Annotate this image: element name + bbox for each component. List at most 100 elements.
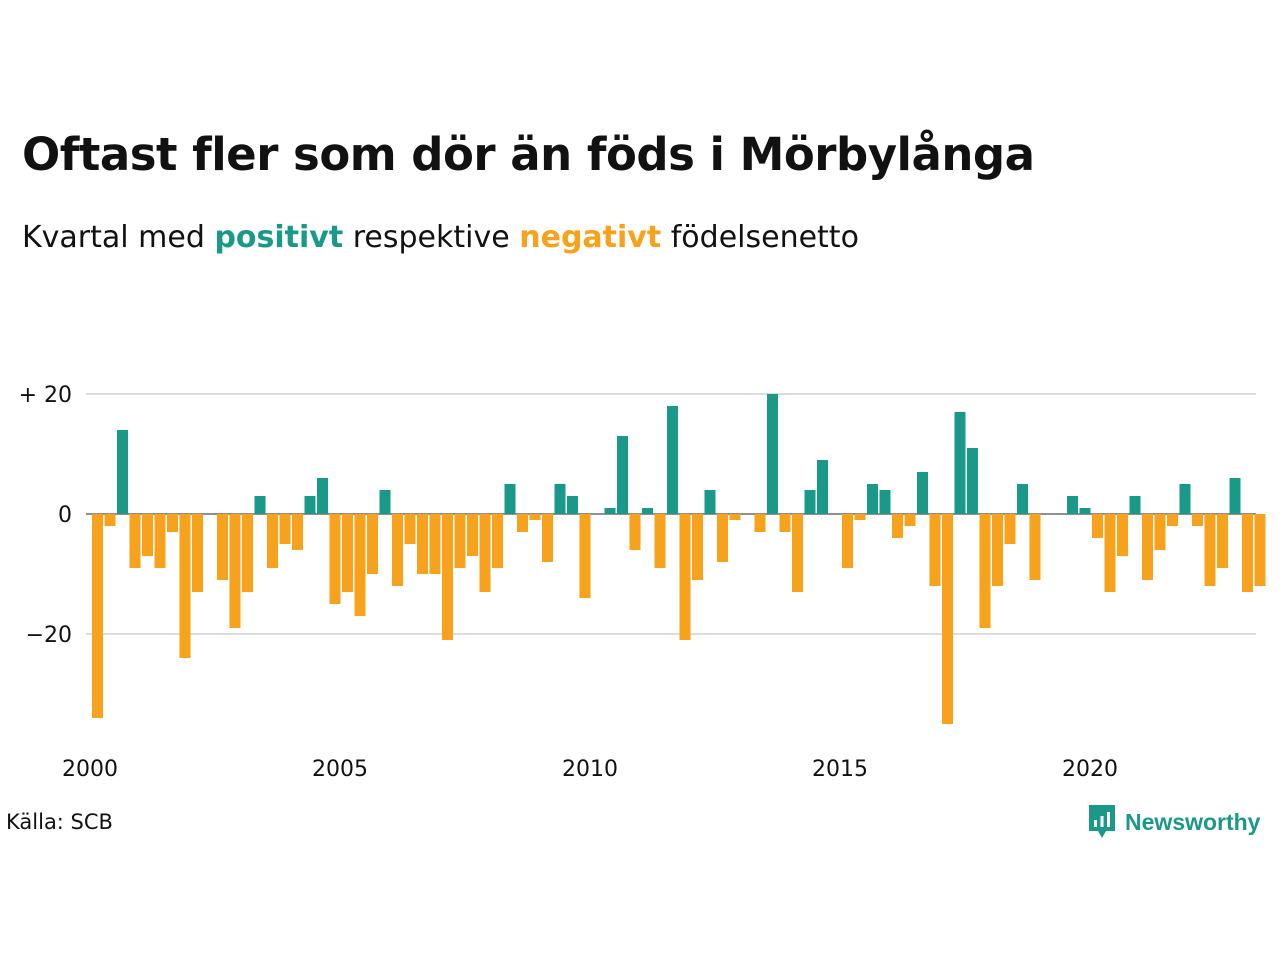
bar-positive	[1067, 496, 1078, 514]
x-axis-labels: 2000 2005 2010 2015 2020	[62, 757, 1118, 782]
bar-negative	[1192, 514, 1203, 526]
bar-negative	[854, 514, 866, 520]
bar-positive	[879, 490, 891, 514]
bar-negative	[979, 514, 991, 628]
bar-positive	[1079, 508, 1091, 514]
newsworthy-logo-icon	[1089, 805, 1115, 838]
bar-positive	[817, 460, 828, 514]
bar-negative	[1204, 514, 1216, 586]
bar-positive	[667, 406, 678, 514]
bar-negative	[367, 514, 378, 574]
bar-chart: + 20 0 −20 2000 2005 2010 2015 2020	[19, 383, 1266, 782]
bar-positive	[1179, 484, 1191, 514]
x-tick-label: 2010	[562, 757, 618, 782]
bar-negative	[679, 514, 691, 640]
bar-negative	[292, 514, 303, 550]
bar-negative	[179, 514, 191, 658]
bar-negative	[329, 514, 341, 604]
bar-positive	[704, 490, 716, 514]
bar-negative	[392, 514, 403, 586]
bar-negative	[267, 514, 278, 568]
bar-negative	[842, 514, 853, 568]
bar-negative	[342, 514, 353, 592]
bar-negative	[492, 514, 503, 568]
bar-negative	[692, 514, 703, 580]
bar-positive	[1017, 484, 1028, 514]
x-tick-label: 2000	[62, 757, 118, 782]
bar-negative	[229, 514, 241, 628]
bar-negative	[1104, 514, 1116, 592]
bar-positive	[1129, 496, 1141, 514]
bar-negative	[1217, 514, 1228, 568]
bar-negative	[929, 514, 941, 586]
bar-negative	[479, 514, 491, 592]
bar-negative	[529, 514, 541, 520]
bars	[92, 394, 1266, 724]
bar-positive	[504, 484, 516, 514]
brand-name: Newsworthy	[1125, 808, 1261, 835]
bar-negative	[542, 514, 553, 562]
bar-negative	[1154, 514, 1166, 550]
bar-negative	[279, 514, 291, 544]
bar-positive	[604, 508, 616, 514]
bar-negative	[654, 514, 666, 568]
newsworthy-logo[interactable]: Newsworthy	[1087, 803, 1260, 841]
bar-positive	[567, 496, 578, 514]
bar-negative	[754, 514, 766, 532]
bar-positive	[642, 508, 653, 514]
subtitle-prefix: Kvartal med	[22, 220, 205, 255]
bar-positive	[554, 484, 566, 514]
bar-negative	[629, 514, 641, 550]
bar-positive	[954, 412, 966, 514]
bar-positive	[117, 430, 128, 514]
bar-positive	[1229, 478, 1241, 514]
y-axis-labels: + 20 0 −20	[19, 383, 72, 648]
bar-positive	[767, 394, 778, 514]
bar-negative	[1254, 514, 1266, 586]
bar-negative	[442, 514, 453, 640]
bar-negative	[992, 514, 1003, 586]
bar-negative	[942, 514, 953, 724]
chart-title: Oftast fler som dör än föds i Mörbylånga	[22, 128, 1035, 181]
bar-positive	[254, 496, 266, 514]
subtitle-negative-word: negativt	[519, 220, 662, 255]
bar-negative	[417, 514, 428, 574]
bar-negative	[142, 514, 153, 556]
bar-negative	[1242, 514, 1253, 592]
bar-negative	[354, 514, 366, 616]
bar-positive	[804, 490, 816, 514]
bar-positive	[304, 496, 316, 514]
x-tick-label: 2015	[812, 757, 868, 782]
bar-negative	[779, 514, 791, 532]
bar-negative	[217, 514, 228, 580]
y-tick-label: −20	[26, 623, 72, 648]
bar-negative	[104, 514, 116, 526]
bar-positive	[317, 478, 328, 514]
bar-negative	[1142, 514, 1153, 580]
bar-negative	[154, 514, 166, 568]
bar-negative	[404, 514, 416, 544]
bar-negative	[429, 514, 441, 574]
bar-positive	[967, 448, 978, 514]
bar-negative	[129, 514, 141, 568]
bar-negative	[242, 514, 253, 592]
y-tick-label: 0	[58, 503, 72, 528]
bar-negative	[717, 514, 728, 562]
bar-negative	[904, 514, 916, 526]
y-tick-label: + 20	[19, 383, 72, 408]
bar-negative	[192, 514, 203, 592]
bar-negative	[792, 514, 803, 592]
source-note: Källa: SCB	[6, 810, 113, 834]
bar-negative	[92, 514, 103, 718]
subtitle-suffix: födelsenetto	[670, 220, 859, 255]
bar-negative	[892, 514, 903, 538]
bar-positive	[917, 472, 928, 514]
bar-positive	[617, 436, 628, 514]
bar-positive	[867, 484, 878, 514]
bar-negative	[454, 514, 466, 568]
bar-negative	[579, 514, 591, 598]
bar-negative	[167, 514, 178, 532]
subtitle-middle: respektive	[352, 220, 510, 255]
bar-negative	[1004, 514, 1016, 544]
bar-negative	[467, 514, 478, 556]
